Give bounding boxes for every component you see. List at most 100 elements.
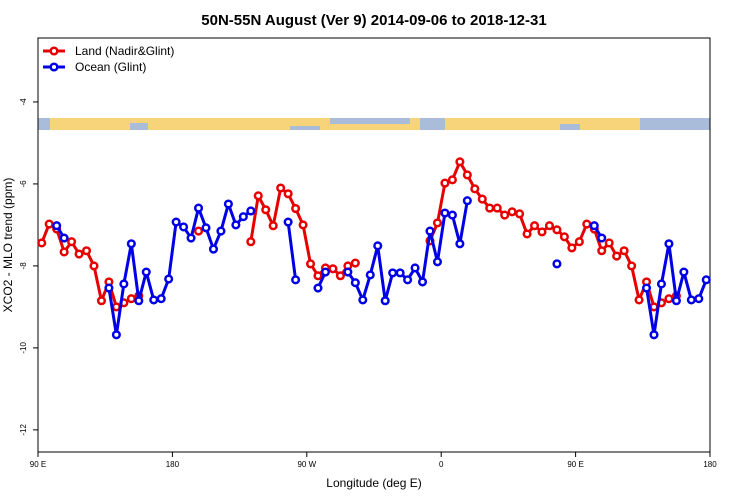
point	[447, 175, 457, 185]
point	[208, 244, 219, 254]
point	[612, 251, 622, 261]
point	[134, 296, 144, 306]
x-axis-label: Longitude (deg E)	[326, 476, 421, 490]
legend-marker	[49, 46, 59, 56]
point	[597, 246, 607, 256]
ocean-patch	[420, 118, 445, 130]
point	[671, 296, 681, 306]
point	[597, 233, 607, 243]
x-tick-label: 180	[703, 460, 717, 469]
point	[686, 295, 696, 305]
point	[126, 294, 136, 304]
point	[171, 217, 181, 227]
point	[455, 157, 465, 167]
point	[96, 296, 107, 306]
point	[238, 212, 248, 222]
x-tick-label: 90 W	[297, 460, 316, 469]
point	[111, 330, 121, 340]
chart-title: 50N-55N August (Ver 9) 2014-09-06 to 201…	[201, 12, 546, 29]
point	[417, 277, 428, 287]
point	[350, 258, 360, 268]
point	[283, 217, 293, 227]
y-tick-label: -4	[19, 98, 28, 106]
legend-label: Land (Nadir&Glint)	[75, 44, 174, 58]
point	[679, 267, 689, 277]
point	[291, 275, 301, 285]
point	[44, 219, 54, 229]
point	[268, 221, 278, 231]
y-axis-label: XCO2 - MLO trend (ppm)	[1, 178, 15, 313]
point	[589, 221, 599, 231]
point	[186, 233, 196, 243]
ocean-patch	[130, 123, 148, 130]
point	[358, 295, 368, 305]
point	[276, 183, 286, 193]
y-tick-label: -6	[19, 180, 28, 188]
point	[388, 268, 398, 278]
point	[291, 203, 301, 214]
point	[343, 267, 353, 277]
point	[365, 270, 375, 280]
point	[664, 239, 674, 249]
point	[126, 239, 136, 249]
legend: Land (Nadir&Glint) Ocean (Glint)	[43, 44, 174, 74]
x-tick-label: 90 E	[30, 460, 46, 469]
ocean-patch	[330, 118, 410, 124]
point	[335, 271, 345, 281]
point	[634, 295, 644, 305]
point	[164, 274, 174, 284]
point	[604, 238, 614, 248]
legend-label: Ocean (Glint)	[75, 60, 146, 74]
point	[641, 283, 652, 293]
point	[552, 259, 562, 269]
point	[320, 267, 331, 277]
point	[81, 246, 92, 256]
map-strip	[38, 118, 710, 130]
point	[447, 210, 457, 220]
ocean-patch	[640, 118, 710, 130]
point	[559, 232, 569, 242]
point	[223, 199, 233, 209]
point	[149, 295, 159, 305]
point	[298, 220, 308, 230]
point	[350, 278, 360, 288]
point	[507, 207, 517, 217]
point	[432, 257, 443, 267]
point	[544, 221, 555, 231]
point	[470, 184, 480, 194]
point	[89, 261, 99, 271]
point	[59, 233, 69, 243]
point	[649, 330, 659, 340]
point	[500, 210, 510, 220]
point	[253, 191, 263, 201]
point	[403, 275, 413, 285]
point	[440, 178, 450, 188]
point	[440, 208, 450, 218]
point	[52, 221, 62, 231]
point	[261, 205, 271, 215]
point	[552, 225, 562, 235]
point	[582, 219, 592, 229]
point	[410, 263, 420, 273]
ocean-patch	[290, 126, 320, 130]
ocean-patch	[38, 118, 50, 130]
point	[619, 246, 629, 256]
point	[283, 189, 293, 199]
point	[59, 247, 69, 257]
point	[141, 267, 151, 277]
point	[395, 268, 405, 278]
y-tick-label: -10	[19, 342, 28, 354]
x-tick-label: 180	[166, 460, 180, 469]
point	[74, 249, 84, 259]
y-tick-label: -12	[19, 424, 28, 436]
point	[694, 294, 704, 304]
point	[193, 203, 204, 213]
point	[477, 194, 487, 204]
point	[67, 237, 77, 247]
legend-marker	[49, 62, 59, 72]
ocean-patch	[560, 124, 580, 130]
x-tick-label: 0	[439, 460, 444, 469]
point	[515, 209, 525, 219]
